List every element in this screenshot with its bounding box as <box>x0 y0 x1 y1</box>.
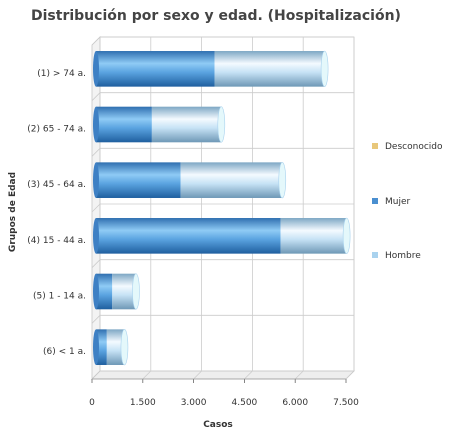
y-tick-label: (3) 45 - 64 a. <box>27 180 86 190</box>
legend-label-mujer: Mujer <box>385 197 411 207</box>
bar-mujer-1 <box>96 51 215 87</box>
y-tick-label: (1) > 74 a. <box>37 69 86 79</box>
bar-mujer-6 <box>96 329 107 365</box>
legend-swatch-hombre <box>372 252 378 258</box>
legend-label-hombre: Hombre <box>385 251 421 261</box>
y-tick-label: (4) 15 - 44 a. <box>27 236 86 246</box>
x-gridline-floor <box>193 370 202 380</box>
legend: Desconocido Mujer Hombre <box>372 142 443 261</box>
bar-base-cap <box>93 273 99 310</box>
x-gridline-floor <box>294 370 304 380</box>
bar-end-cap <box>342 217 351 254</box>
x-gridline-floor <box>244 370 253 380</box>
x-gridline-floor <box>345 370 355 380</box>
bar-mujer-2 <box>96 106 152 143</box>
x-tick-label: 6.000 <box>282 398 308 408</box>
x-tick-label: 7.500 <box>333 398 359 408</box>
x-tick-label: 1.500 <box>130 398 156 408</box>
y-axis-title: Grupos de Edad <box>8 172 18 252</box>
y-gridline-wall <box>91 315 101 324</box>
plot-area: 0 1.500 3.000 4.500 6.000 7.500 (1) > 74 a. (2)… <box>27 36 359 408</box>
bar-base-cap <box>93 51 99 87</box>
bar-mujer-4 <box>96 218 281 254</box>
bar-end-cap <box>320 50 329 87</box>
bar-base-cap <box>93 329 99 365</box>
bar-end-cap <box>120 329 129 366</box>
bar-end-cap <box>217 106 226 143</box>
y-gridline-wall <box>91 203 101 213</box>
floor-wall <box>91 370 355 380</box>
x-tick-label: 4.500 <box>232 398 258 408</box>
y-gridline-wall <box>91 259 101 268</box>
y-tick-label: (5) 1 - 14 a. <box>33 292 86 302</box>
x-tick-label: 0 <box>89 398 95 408</box>
y-gridline-wall <box>91 370 101 380</box>
bar-hombre-2 <box>151 106 222 143</box>
bar-hombre-4 <box>280 218 347 254</box>
y-gridline-wall <box>91 92 101 101</box>
bar-hombre-1 <box>214 51 325 87</box>
bar-base-cap <box>93 162 99 198</box>
y-gridline-wall <box>91 148 101 157</box>
bar-end-cap <box>278 162 287 199</box>
bar-hombre-3 <box>180 162 283 198</box>
bar-mujer-5 <box>96 273 113 310</box>
bar-mujer-3 <box>96 162 181 198</box>
bar-base-cap <box>93 106 99 143</box>
bar-hombre-5 <box>112 273 136 310</box>
y-tick-label: (6) < 1 a. <box>43 347 86 357</box>
legend-label-desconocido: Desconocido <box>385 142 443 152</box>
legend-swatch-desconocido <box>372 143 378 149</box>
y-tick-label: (2) 65 - 74 a. <box>27 125 86 135</box>
x-axis-title: Casos <box>203 420 233 430</box>
x-tick-label: 3.000 <box>181 398 207 408</box>
bar-hombre-6 <box>106 329 125 365</box>
y-gridline-wall <box>91 36 101 46</box>
bar-base-cap <box>93 218 99 254</box>
chart-title: Distribución por sexo y edad. (Hospitali… <box>31 8 401 24</box>
legend-swatch-mujer <box>372 198 378 204</box>
bar-end-cap <box>132 273 140 310</box>
x-gridline-floor <box>142 370 152 380</box>
